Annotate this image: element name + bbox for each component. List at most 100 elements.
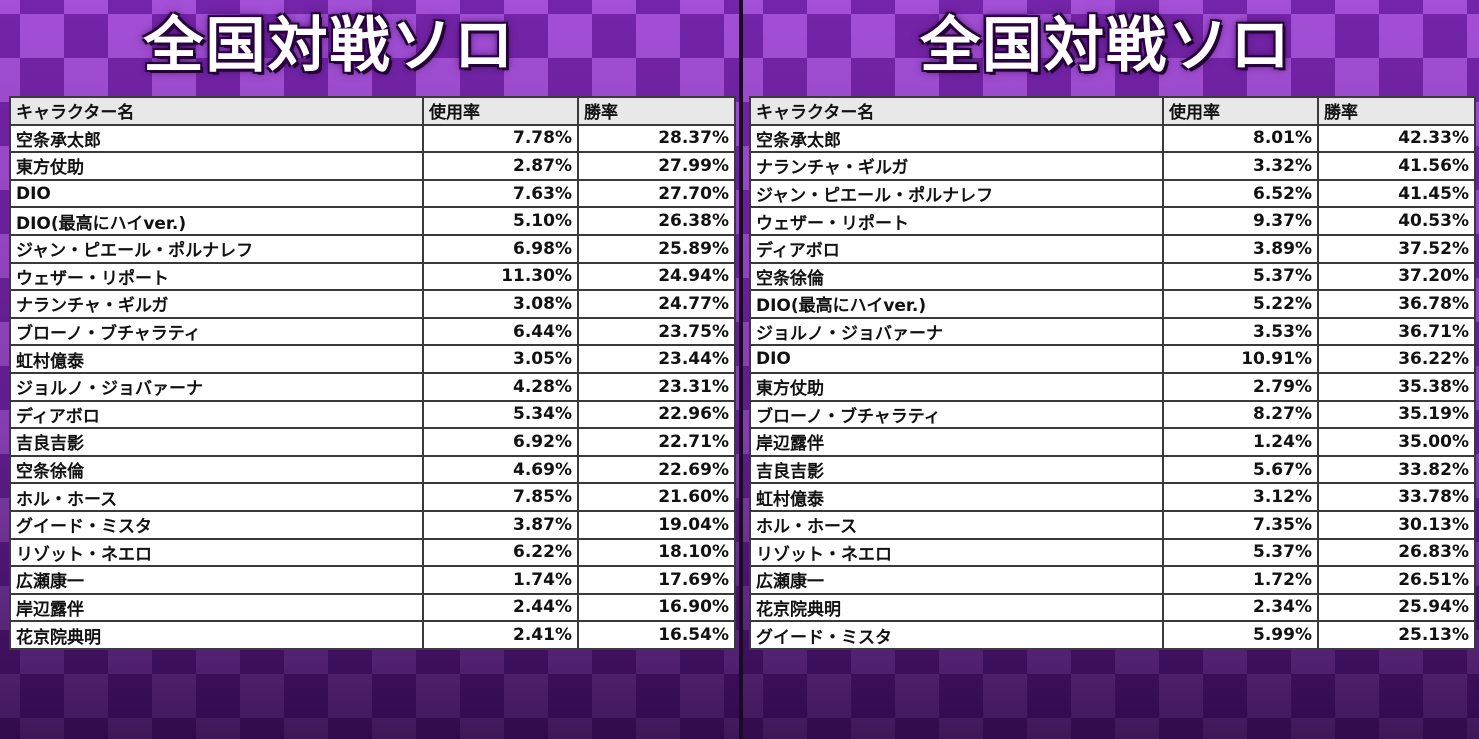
table-row: 花京院典明 2.41% 16.54% [9,620,736,650]
table-row: ホル・ホース 7.85% 21.60% [9,482,736,512]
cell-character-name: ブローノ・ブチャラティ [749,399,1164,430]
cell-usage-rate: 6.44% [422,316,579,347]
cell-character-name: リゾット・ネエロ [9,537,424,568]
cell-character-name: 花京院典明 [749,592,1164,623]
cell-win-rate: 35.00% [1317,427,1476,457]
cell-usage-rate: 2.79% [1162,371,1319,402]
cell-character-name: ブローノ・ブチャラティ [9,316,424,347]
cell-usage-rate: 2.87% [422,151,579,181]
cell-usage-rate: 8.01% [1162,123,1319,154]
table-row: リゾット・ネエロ 6.22% 18.10% [9,537,736,568]
cell-win-rate: 24.94% [577,261,736,292]
cell-usage-rate: 4.69% [422,454,579,485]
table-row: 岸辺露伴 1.24% 35.00% [749,427,1476,457]
cell-win-rate: 26.51% [1317,565,1476,595]
table-row: 東方仗助 2.87% 27.99% [9,151,736,181]
cell-character-name: DIO(最高にハイver.) [749,289,1164,319]
cell-win-rate: 36.78% [1317,289,1476,319]
cell-win-rate: 16.54% [577,620,736,650]
cell-win-rate: 40.53% [1317,206,1476,236]
table-row: ブローノ・ブチャラティ 8.27% 35.19% [749,399,1476,430]
cell-usage-rate: 7.78% [422,123,579,154]
cell-usage-rate: 3.08% [422,289,579,319]
stats-table: キャラクター名 使用率 勝率 空条承太郎 8.01% 42.33% ナランチャ・ギルガ… [749,96,1476,650]
cell-usage-rate: 7.85% [422,482,579,512]
cell-usage-rate: 1.24% [1162,427,1319,457]
cell-character-name: ジョルノ・ジョバァーナ [9,371,424,402]
cell-usage-rate: 2.44% [422,592,579,623]
cell-character-name: 広瀬康一 [749,565,1164,595]
cell-win-rate: 18.10% [577,537,736,568]
table-row: 虹村億泰 3.12% 33.78% [749,482,1476,512]
cell-character-name: ナランチャ・ギルガ [749,151,1164,181]
cell-character-name: ジャン・ピエール・ポルナレフ [749,178,1164,209]
header-usage-rate: 使用率 [422,96,579,126]
table-row: 空条承太郎 8.01% 42.33% [749,123,1476,154]
cell-win-rate: 36.22% [1317,344,1476,374]
table-row: ディアボロ 3.89% 37.52% [749,233,1476,264]
cell-win-rate: 33.78% [1317,482,1476,512]
table-row: 花京院典明 2.34% 25.94% [749,592,1476,623]
table-row: 岸辺露伴 2.44% 16.90% [9,592,736,623]
cell-usage-rate: 3.89% [1162,233,1319,264]
table-row: 虹村億泰 3.05% 23.44% [9,344,736,374]
table-row: ディアボロ 5.34% 22.96% [9,399,736,430]
table-row: ジョルノ・ジョバァーナ 3.53% 36.71% [749,316,1476,347]
table-row: 吉良吉影 6.92% 22.71% [9,427,736,457]
table-row: ウェザー・リポート 11.30% 24.94% [9,261,736,292]
table-row: ジャン・ピエール・ポルナレフ 6.52% 41.45% [749,178,1476,209]
cell-usage-rate: 6.92% [422,427,579,457]
cell-usage-rate: 2.34% [1162,592,1319,623]
table-row: DIO 7.63% 27.70% [9,178,736,209]
cell-character-name: グイード・ミスタ [9,509,424,540]
cell-character-name: 花京院典明 [9,620,424,650]
cell-character-name: ホル・ホース [9,482,424,512]
cell-character-name: ディアボロ [749,233,1164,264]
table-row: DIO(最高にハイver.) 5.10% 26.38% [9,206,736,236]
cell-character-name: ウェザー・リポート [749,206,1164,236]
cell-win-rate: 24.77% [577,289,736,319]
cell-win-rate: 26.38% [577,206,736,236]
cell-usage-rate: 6.52% [1162,178,1319,209]
cell-character-name: 吉良吉影 [9,427,424,457]
cell-character-name: 空条承太郎 [749,123,1164,154]
cell-character-name: 吉良吉影 [749,454,1164,485]
cell-win-rate: 37.20% [1317,261,1476,292]
table-row: 東方仗助 2.79% 35.38% [749,371,1476,402]
cell-character-name: リゾット・ネエロ [749,537,1164,568]
table-row: 広瀬康一 1.72% 26.51% [749,565,1476,595]
cell-win-rate: 27.99% [577,151,736,181]
cell-usage-rate: 1.72% [1162,565,1319,595]
table-header-row: キャラクター名 使用率 勝率 [749,96,1476,126]
cell-usage-rate: 2.41% [422,620,579,650]
cell-usage-rate: 3.53% [1162,316,1319,347]
table-row: ジョルノ・ジョバァーナ 4.28% 23.31% [9,371,736,402]
table-row: グイード・ミスタ 5.99% 25.13% [749,620,1476,650]
cell-character-name: ホル・ホース [749,509,1164,540]
cell-character-name: 岸辺露伴 [749,427,1164,457]
cell-usage-rate: 8.27% [1162,399,1319,430]
cell-win-rate: 19.04% [577,509,736,540]
cell-win-rate: 27.70% [577,178,736,209]
table-row: ウェザー・リポート 9.37% 40.53% [749,206,1476,236]
cell-win-rate: 16.90% [577,592,736,623]
cell-win-rate: 37.52% [1317,233,1476,264]
header-win-rate: 勝率 [1317,96,1476,126]
stats-table: キャラクター名 使用率 勝率 空条承太郎 7.78% 28.37% 東方仗助 2.87%… [9,96,736,650]
cell-character-name: DIO [749,344,1164,374]
cell-character-name: 広瀬康一 [9,565,424,595]
table-row: グイード・ミスタ 3.87% 19.04% [9,509,736,540]
cell-usage-rate: 10.91% [1162,344,1319,374]
cell-win-rate: 33.82% [1317,454,1476,485]
cell-win-rate: 21.60% [577,482,736,512]
table-row: リゾット・ネエロ 5.37% 26.83% [749,537,1476,568]
header-usage-rate: 使用率 [1162,96,1319,126]
panel-title: 全国対戦ソロ [920,11,1292,81]
cell-win-rate: 23.44% [577,344,736,374]
cell-win-rate: 25.94% [1317,592,1476,623]
table-row: DIO(最高にハイver.) 5.22% 36.78% [749,289,1476,319]
cell-character-name: 東方仗助 [9,151,424,181]
table-header-row: キャラクター名 使用率 勝率 [9,96,736,126]
cell-usage-rate: 3.05% [422,344,579,374]
cell-character-name: ウェザー・リポート [9,261,424,292]
